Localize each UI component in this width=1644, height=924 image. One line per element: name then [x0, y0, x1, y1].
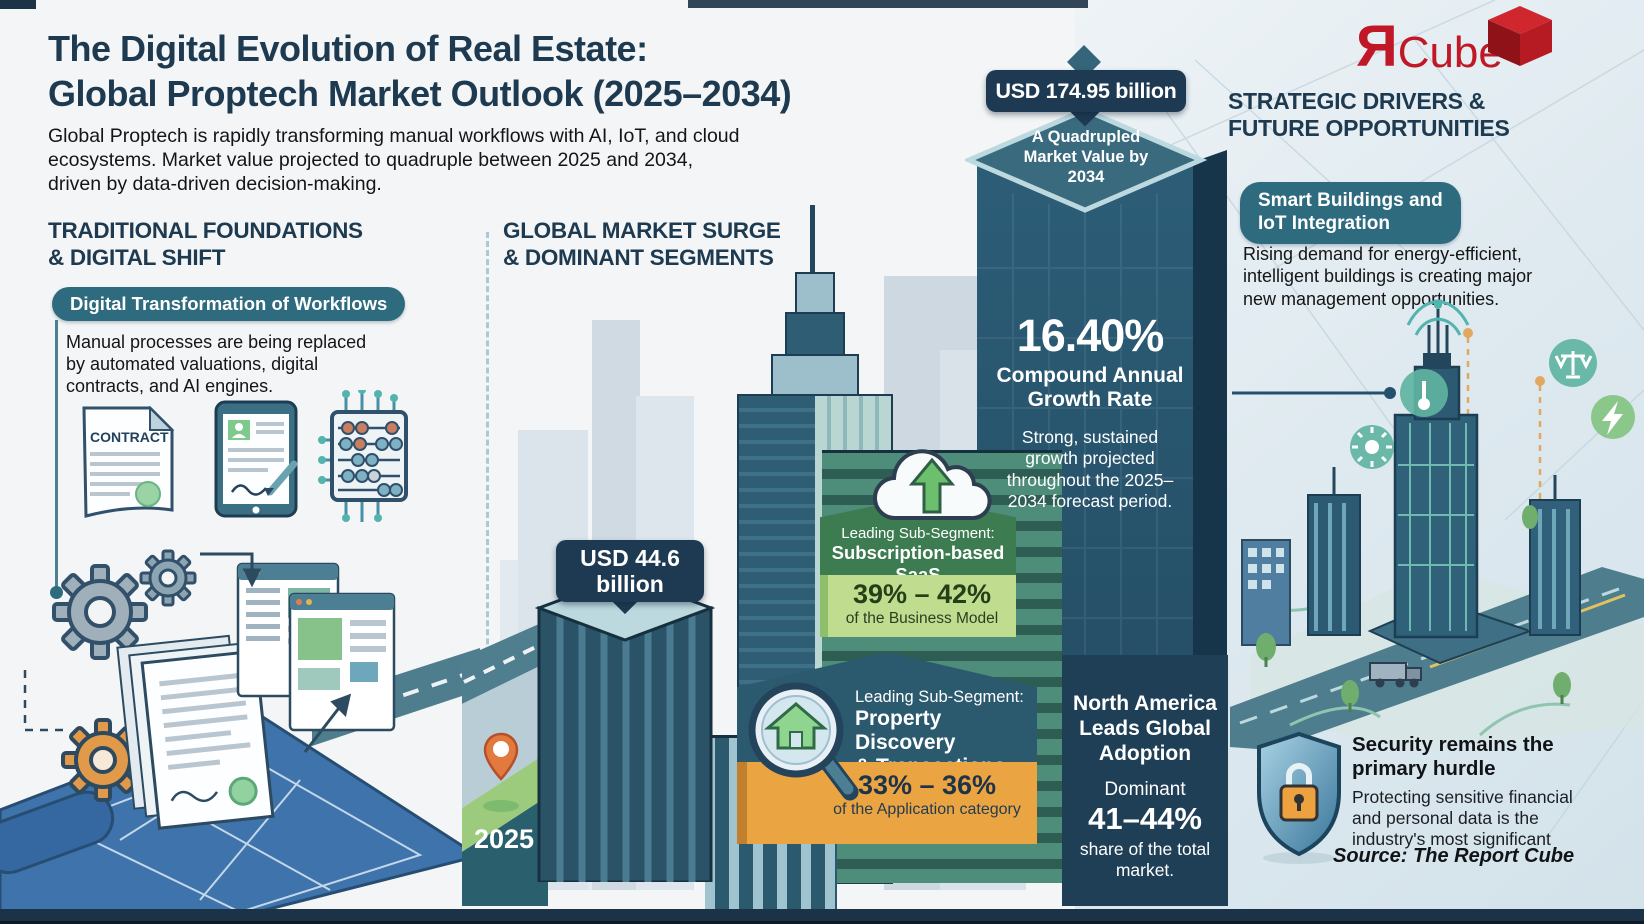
browser-window-icon	[288, 592, 396, 732]
contract-document-icon: CONTRACT	[82, 405, 175, 518]
section-divider	[486, 232, 489, 852]
workflow-card-body: Manual processes are being replaced by a…	[66, 332, 367, 396]
north-america-scope: share of the total market.	[1079, 838, 1211, 880]
empire-building-tier	[795, 272, 835, 316]
top-center-strip	[688, 0, 1088, 8]
ai-chip-abacus-icon	[318, 390, 408, 522]
app-kicker: Leading Sub-Segment:	[855, 688, 1024, 706]
gear-icon	[52, 564, 148, 660]
app-name-line1: Property Discovery	[855, 707, 956, 755]
top-left-strip	[0, 0, 36, 9]
footer-bar	[0, 909, 1644, 924]
saas-kicker: Leading Sub-Segment:	[841, 525, 995, 542]
scales-icon	[1549, 339, 1597, 387]
workflow-card-title: Digital Transformation of Workflows	[52, 287, 406, 321]
building-2025	[535, 574, 715, 882]
security-body: Protecting sensitive financial and perso…	[1352, 787, 1573, 849]
property-search-icon	[748, 682, 859, 801]
thermometer-icon	[1400, 369, 1448, 417]
app-range: 33% – 36%	[857, 770, 997, 800]
middle-section-heading: GLOBAL MARKET SURGE & DOMINANT SEGMENTS	[503, 218, 781, 270]
source-credit: Source: The Report Cube	[1333, 845, 1575, 867]
roof-label: A Quadrupled Market Value by 2034	[1023, 128, 1149, 186]
page-title-line1: The Digital Evolution of Real Estate:	[48, 28, 648, 69]
saas-scope: of the Business Model	[845, 610, 999, 627]
market-value-2034-badge: USD 174.95 billion	[986, 70, 1186, 112]
app-name-line2: & Transactions	[855, 755, 1037, 762]
smart-buildings-card-title: Smart Buildings and IoT Integration	[1240, 182, 1461, 244]
connector-line	[55, 320, 58, 588]
smart-city-illustration	[1230, 299, 1644, 750]
cagr-label: Compound Annual Growth Rate	[996, 364, 1184, 411]
north-america-panel: North America Leads Global Adoption Domi…	[1062, 655, 1228, 906]
cloud-upload-icon	[872, 449, 992, 521]
svg-text:CONTRACT: CONTRACT	[90, 429, 169, 445]
cagr-block: 16.40% Compound Annual Growth Rate Stron…	[995, 310, 1185, 512]
gear-icon	[139, 549, 197, 607]
tablet-signature-icon	[214, 400, 298, 518]
app-scope: of the Application category	[833, 801, 1021, 818]
left-section-heading: TRADITIONAL FOUNDATIONS & DIGITAL SHIFT	[48, 218, 363, 270]
smart-buildings-card-body: Rising demand for energy-efficient, inte…	[1243, 244, 1533, 309]
workflow-illustration	[0, 549, 480, 924]
connector-dot	[50, 586, 63, 599]
cagr-note: Strong, sustained growth projected throu…	[1006, 427, 1174, 512]
cagr-value: 16.40%	[1016, 310, 1165, 361]
brand-logo-text: Cube	[1397, 27, 1503, 77]
location-pin-icon	[483, 732, 519, 781]
brand-cube-icon	[1488, 6, 1552, 66]
page-title-line2: Global Proptech Market Outlook (2025–203…	[48, 73, 792, 114]
empire-building-tier	[785, 312, 845, 358]
market-value-2025-badge: USD 44.6 billion	[556, 540, 704, 602]
right-section-heading: STRATEGIC DRIVERS & FUTURE OPPORTUNITIES	[1228, 88, 1510, 142]
empire-building-tier	[771, 354, 859, 398]
brand-logo: Я Cube	[1356, 18, 1503, 76]
north-america-kicker: Dominant	[1104, 778, 1186, 800]
empire-building-spire	[810, 205, 815, 277]
tree-icon	[1256, 505, 1571, 712]
lightning-icon	[1591, 395, 1635, 439]
saas-name: Subscription-based SaaS	[831, 542, 1005, 585]
truck-icon	[1369, 662, 1422, 688]
page-title: The Digital Evolution of Real Estate: Gl…	[48, 26, 792, 116]
security-title: Security remains the primary hurdle	[1352, 733, 1554, 781]
north-america-title: North America Leads Global Adoption	[1073, 692, 1217, 766]
sun-icon	[1350, 425, 1394, 469]
brand-logo-r: Я	[1356, 14, 1398, 79]
saas-range: 39% – 42%	[852, 579, 992, 609]
page-subtitle: Global Proptech is rapidly transforming …	[48, 125, 740, 196]
north-america-range: 41–44%	[1088, 800, 1202, 836]
signed-documents-icon	[116, 634, 275, 830]
year-2025-label: 2025	[474, 824, 535, 854]
security-shield-icon	[1257, 731, 1341, 864]
